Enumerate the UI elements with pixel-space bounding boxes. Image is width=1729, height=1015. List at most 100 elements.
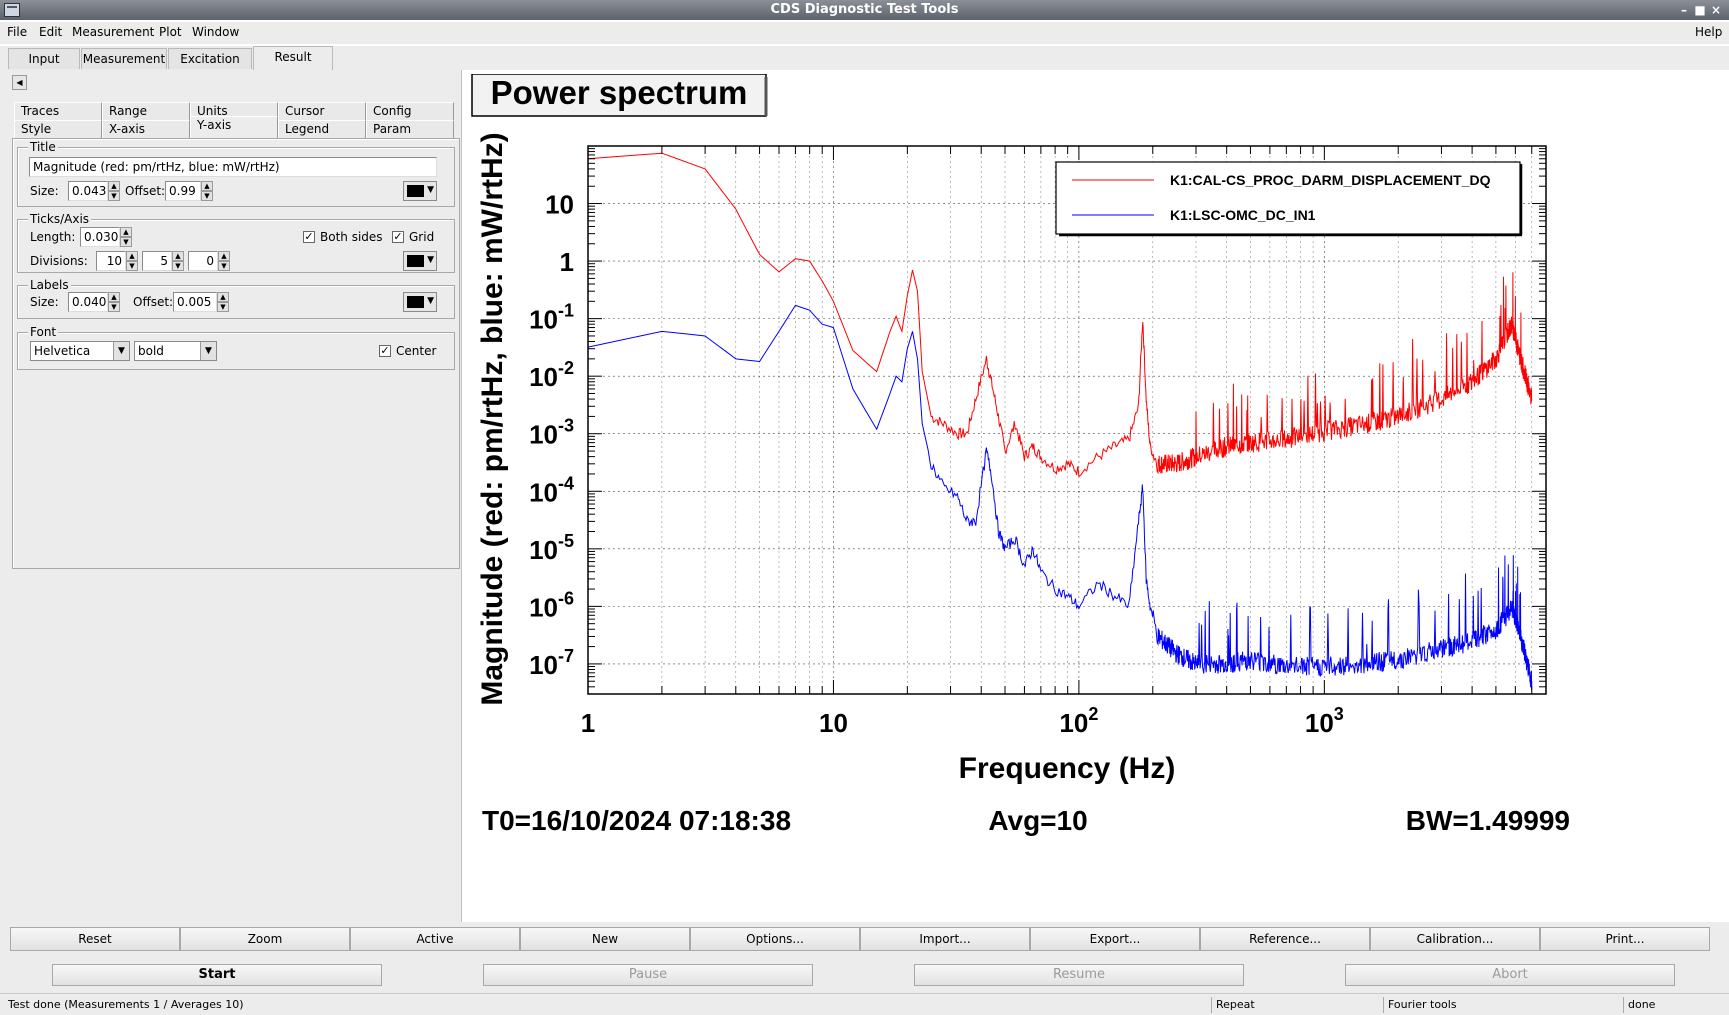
menu-plot[interactable]: Plot [159,25,182,39]
tab-input[interactable]: Input [8,48,80,69]
subtab-cursor[interactable]: Cursor [278,102,366,120]
color-swatch [407,255,424,267]
dropdown-arrow-icon: ▼ [427,296,434,306]
tab-result[interactable]: Result [253,46,333,70]
power-spectrum-chart[interactable]: 1 10 102 103 10-710-610-510-410-310-210-111… [462,73,1729,920]
color-swatch [407,296,424,308]
new-button[interactable]: New [520,927,690,951]
labels-color-picker[interactable]: ▼ [403,292,437,312]
x-tick-labels: 1 10 102 103 [581,704,1344,738]
labels-size-input[interactable]: 0.040 [68,292,108,312]
subtab-y-axis[interactable]: Y-axis [190,116,278,138]
reset-button[interactable]: Reset [10,927,180,951]
x-tick-label: 102 [1059,704,1098,738]
menu-help[interactable]: Help [1695,25,1723,39]
menu-edit[interactable]: Edit [39,25,63,39]
divisions-tertiary-stepper[interactable]: ▲ ▼ [218,251,230,271]
menu-file[interactable]: File [7,25,28,39]
start-button[interactable]: Start [52,964,382,986]
window-menu-icon[interactable] [4,3,20,17]
subtab-param[interactable]: Param [366,120,454,138]
title-color-picker[interactable]: ▼ [403,181,437,201]
both-sides-checkbox[interactable]: ✓ [303,230,315,243]
resume-button[interactable]: Resume [914,964,1244,986]
x-tick-label-exponent: 3 [1334,704,1344,724]
plot-canvas[interactable]: 1 10 102 103 10-7 10-6 10-5 10-4 10-3 10-2 10-1 1 1… [462,73,1729,920]
tab-excitation[interactable]: Excitation [168,48,252,69]
y-tick-label-exponent: -6 [558,588,574,608]
y-tick-label-exponent: -5 [558,531,574,551]
series-layer [587,152,1533,691]
title-text-input[interactable]: Magnitude (red: pm/rtHz, blue: mW/rtHz) [29,157,437,177]
print-button[interactable]: Print... [1540,927,1710,951]
labels-group: Labels Size: 0.040 ▲ ▼ Offset: 0.005 ▲ ▼ ▼ [17,278,455,319]
labels-offset-stepper[interactable]: ▲ ▼ [217,292,229,312]
ticks-color-picker[interactable]: ▼ [403,251,437,271]
tick-length-input[interactable]: 0.030 [80,227,120,247]
grid-checkbox[interactable]: ✓ [392,230,404,243]
font-weight-select[interactable]: bold ▼ [134,341,217,361]
menu-window[interactable]: Window [192,25,240,39]
divisions-secondary-input[interactable]: 5 [142,251,172,271]
divisions-tertiary-input[interactable]: 0 [188,251,218,271]
both-sides-label: Both sides [320,230,383,244]
subtab-x-axis[interactable]: X-axis [102,120,190,138]
divisions-label: Divisions: [30,254,88,268]
status-tool: Fourier tools [1383,997,1457,1013]
divisions-primary-input[interactable]: 10 [96,251,126,271]
subtab-style[interactable]: Style [14,120,102,138]
abort-button[interactable]: Abort [1345,964,1675,986]
legend: K1:CAL-CS_PROC_DARM_DISPLACEMENT_DQ K1:L… [1055,161,1523,237]
title-offset-input[interactable]: 0.99 [165,181,201,201]
y-tick-labels: 10-7 10-6 10-5 10-4 10-3 10-2 10-1 1 10 [529,190,574,680]
run-control-bar: Start Pause Resume Abort [0,956,1729,993]
legend-label-red: K1:CAL-CS_PROC_DARM_DISPLACEMENT_DQ [1170,172,1491,188]
font-family-select[interactable]: Helvetica ▼ [30,341,130,361]
labels-offset-input[interactable]: 0.005 [173,292,217,312]
status-state: done [1623,997,1655,1013]
active-button[interactable]: Active [350,927,520,951]
footer-t0: T0=16/10/2024 07:18:38 [482,805,791,836]
y-tick-label-exponent: -4 [558,473,574,493]
close-icon[interactable]: × [1710,3,1722,17]
labels-offset-label: Offset: [133,295,174,309]
minimize-icon[interactable]: – [1681,3,1687,17]
subtab-traces[interactable]: Traces [14,102,102,120]
subtabs-row2: Style X-axis Y-axis Legend Param [14,116,458,138]
ticks-axis-group-label: Ticks/Axis [28,212,92,226]
title-offset-label: Offset: [125,184,166,198]
calibration-button[interactable]: Calibration... [1370,927,1540,951]
center-checkbox[interactable]: ✓ [379,344,391,357]
pause-button[interactable]: Pause [483,964,813,986]
title-offset-stepper[interactable]: ▲ ▼ [201,181,213,201]
options-button[interactable]: Options... [690,927,860,951]
tab-measurement[interactable]: Measurement [81,48,167,69]
y-tick-label-exponent: -1 [558,301,574,321]
font-family-value: Helvetica [34,344,91,358]
dropdown-arrow-icon: ▼ [113,342,129,360]
tick-length-stepper[interactable]: ▲ ▼ [120,227,132,247]
main-tabs: Input Measurement Excitation Result [0,46,1729,70]
divisions-primary-stepper[interactable]: ▲ ▼ [126,251,138,271]
title-size-stepper[interactable]: ▲ ▼ [108,181,120,201]
subtab-legend[interactable]: Legend [278,120,366,138]
y-tick-label: 10 [545,190,574,220]
zoom-button[interactable]: Zoom [180,927,350,951]
divisions-secondary-stepper[interactable]: ▲ ▼ [172,251,184,271]
subtab-range[interactable]: Range [102,102,190,120]
plot-title: Power spectrum [491,74,748,111]
import-button[interactable]: Import... [860,927,1030,951]
subtab-config[interactable]: Config [366,102,454,120]
status-mode: Repeat [1211,997,1255,1013]
y-tick-label-exponent: -3 [558,416,574,436]
export-button[interactable]: Export... [1030,927,1200,951]
dropdown-arrow-icon: ▼ [200,342,216,360]
subtab-units[interactable]: Units [190,102,278,120]
collapse-panel-icon[interactable]: ◀ [12,75,27,90]
maximize-icon[interactable]: ■ [1694,3,1706,17]
reference-button[interactable]: Reference... [1200,927,1370,951]
labels-size-stepper[interactable]: ▲ ▼ [108,292,120,312]
menu-measurement[interactable]: Measurement [72,25,155,39]
x-tick-label-exponent: 2 [1088,704,1098,724]
title-size-input[interactable]: 0.043 [68,181,108,201]
